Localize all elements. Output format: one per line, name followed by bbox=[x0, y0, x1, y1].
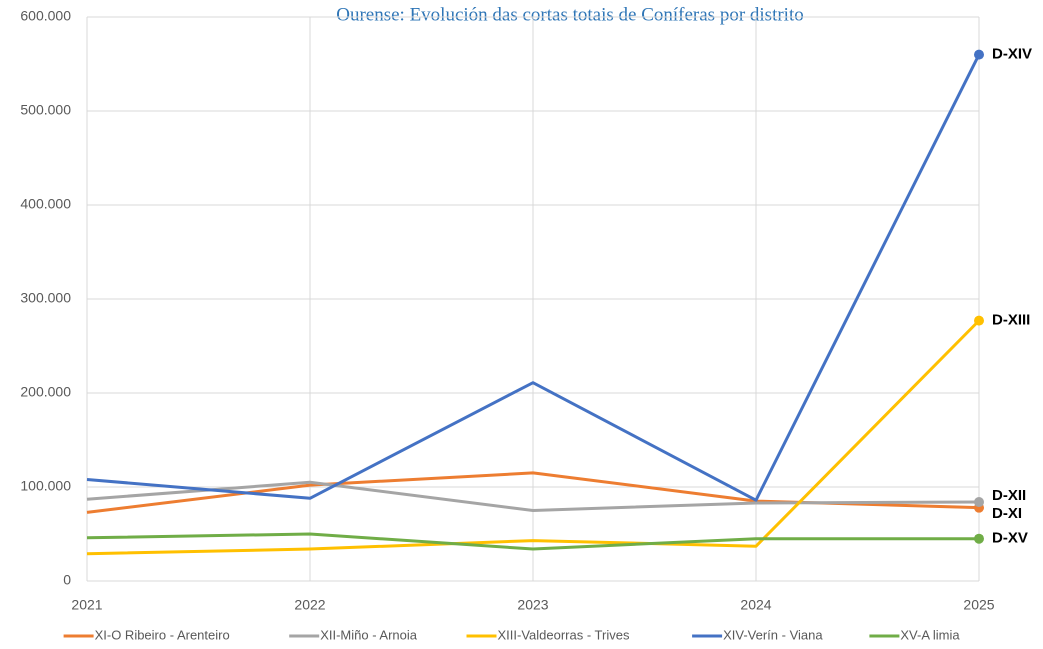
end-label: D-XV bbox=[992, 530, 1028, 547]
end-label: D-XIV bbox=[992, 46, 1032, 63]
y-tick-label: 300.000 bbox=[20, 290, 71, 306]
series-line bbox=[86, 480, 980, 512]
x-tick-label: 2021 bbox=[71, 597, 102, 613]
chart-title: Ourense: Evolución das cortas totais de … bbox=[336, 4, 804, 25]
y-tick-label: 600.000 bbox=[20, 8, 71, 24]
y-tick-label: 0 bbox=[63, 572, 71, 588]
end-label: D-XII bbox=[992, 487, 1026, 504]
x-tick-label: 2022 bbox=[294, 597, 325, 613]
legend-label: XI-O Ribeiro - Arenteiro bbox=[95, 627, 230, 642]
y-tick-label: 100.000 bbox=[20, 478, 71, 494]
y-tick-label: 200.000 bbox=[20, 384, 71, 400]
end-marker bbox=[974, 533, 984, 544]
series-line bbox=[86, 53, 981, 502]
series-line bbox=[86, 532, 979, 551]
end-label: D-XIII bbox=[992, 312, 1030, 329]
legend-label: XIV-Verín - Viana bbox=[723, 627, 823, 642]
legend-label: XV-A limia bbox=[900, 627, 960, 642]
end-marker bbox=[974, 497, 984, 508]
x-tick-label: 2023 bbox=[517, 597, 548, 613]
legend-label: XIII-Valdeorras - Trives bbox=[498, 627, 630, 642]
y-tick-label: 500.000 bbox=[20, 102, 71, 118]
y-tick-label: 400.000 bbox=[20, 196, 71, 212]
x-tick-label: 2024 bbox=[740, 597, 771, 613]
series-line bbox=[86, 319, 981, 556]
end-label: D-XI bbox=[992, 505, 1022, 522]
end-marker bbox=[974, 315, 984, 326]
x-tick-label: 2025 bbox=[963, 597, 994, 613]
legend-label: XII-Miño - Arnoia bbox=[320, 627, 418, 642]
end-marker bbox=[974, 49, 984, 60]
